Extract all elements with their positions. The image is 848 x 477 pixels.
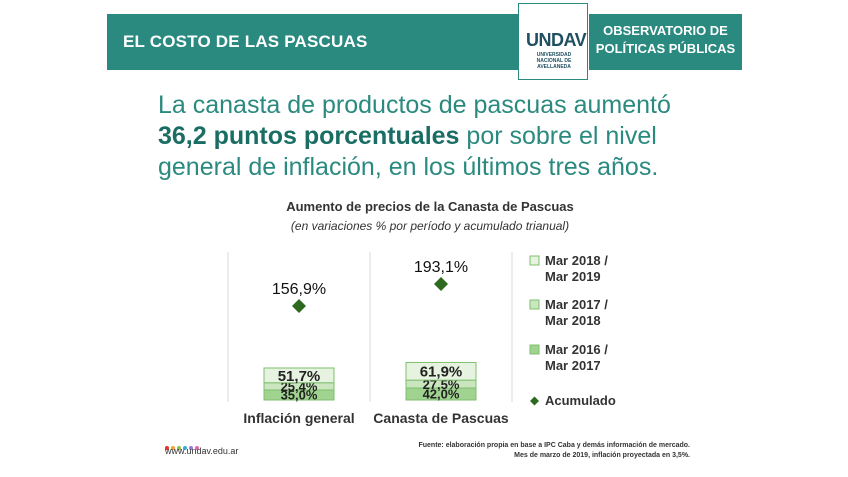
- logo-wordmark: UNDAV: [526, 30, 587, 50]
- title-banner: [107, 14, 518, 70]
- brand-dot: [171, 446, 175, 450]
- chart-subtitle: (en variaciones % por período y acumulad…: [290, 219, 570, 233]
- legend-label: Mar 2019: [545, 269, 601, 284]
- headline-line1: La canasta de productos de pascuas aumen…: [158, 91, 671, 119]
- brand-dot: [183, 446, 187, 450]
- accumulated-label: 193,1%: [414, 259, 468, 276]
- chart-title: Aumento de precios de la Canasta de Pasc…: [286, 199, 574, 214]
- data-label: 42,0%: [423, 387, 460, 402]
- logo-sub-line2: NACIONAL DE: [536, 58, 572, 64]
- headline-highlight: 36,2 puntos porcentuales: [158, 122, 460, 150]
- bar-segment: [405, 361, 477, 381]
- accumulated-marker: [434, 277, 448, 291]
- logo-sub-line3: AVELLANEDA: [537, 64, 571, 70]
- legend-label: Acumulado: [545, 393, 616, 408]
- brand-dot: [195, 446, 199, 450]
- category-label: Canasta de Pascuas: [373, 410, 509, 426]
- brand-dot: [189, 446, 193, 450]
- data-label: 35,0%: [281, 388, 318, 403]
- observatory-line2: POLÍTICAS PÚBLICAS: [595, 41, 736, 56]
- footer-source-line2: Mes de marzo de 2019, inflación proyecta…: [514, 452, 690, 459]
- logo-subtitle: UNIVERSIDAD NACIONAL DE AVELLANEDA: [523, 52, 585, 70]
- legend-label: Mar 2018 /: [545, 253, 608, 268]
- accumulated-marker: [292, 299, 306, 313]
- legend-label: Mar 2017 /: [545, 297, 608, 312]
- legend-marker: [530, 396, 539, 406]
- legend-label: Mar 2017: [545, 358, 601, 373]
- headline-line2-rest: por sobre el nivel: [459, 122, 657, 150]
- legend-label: Mar 2018: [545, 313, 601, 328]
- brand-dot: [177, 446, 181, 450]
- observatory-banner: [589, 14, 742, 70]
- legend-label: Mar 2016 /: [545, 342, 608, 357]
- footer-source: Fuente: elaboración propia en base a IPC…: [400, 441, 690, 461]
- bar-segment: [263, 367, 335, 384]
- page-title: EL COSTO DE LAS PASCUAS: [123, 32, 368, 51]
- brand-dot: [165, 446, 169, 450]
- legend-swatch: [529, 255, 540, 266]
- headline-line3: general de inflación, en los últimos tre…: [158, 153, 659, 181]
- observatory-line1: OBSERVATORIO DE: [603, 23, 728, 38]
- logo-sub-line1: UNIVERSIDAD: [536, 52, 572, 58]
- university-logo: [518, 3, 588, 80]
- category-label: Inflación general: [243, 410, 354, 426]
- brand-dots: [165, 437, 201, 455]
- legend-swatch: [529, 344, 540, 355]
- data-label: 61,9%: [420, 364, 463, 381]
- headline-line2: 36,2 puntos porcentuales por sobre el ni…: [158, 121, 718, 152]
- accumulated-label: 156,9%: [272, 281, 326, 298]
- headline: La canasta de productos de pascuas aumen…: [158, 90, 718, 183]
- footer-source-line1: Fuente: elaboración propia en base a IPC…: [418, 442, 690, 449]
- data-label: 51,7%: [278, 368, 321, 385]
- footer-url: www.undav.edu.ar: [165, 446, 239, 456]
- observatory-title: OBSERVATORIO DE POLÍTICAS PÚBLICAS: [589, 22, 742, 58]
- legend-swatch: [529, 299, 540, 310]
